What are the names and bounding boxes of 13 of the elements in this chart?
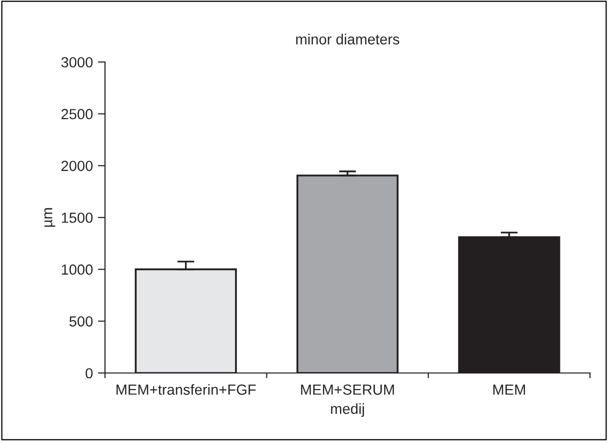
y-tick-label: 500 (69, 316, 93, 327)
x-tick-label: MEM+transferin+FGF (116, 384, 256, 395)
chart-title: minor diameters (296, 34, 400, 44)
x-tick-label: MEM+SERUM (301, 384, 394, 395)
y-tick-label: 2000 (61, 160, 93, 172)
x-axis-title: medij (331, 403, 364, 417)
y-tick-label: 1500 (62, 212, 93, 223)
x-tick-label: MEM (493, 384, 525, 395)
y-tick-label: 0 (86, 368, 93, 378)
y-tick-label: 2500 (61, 108, 93, 120)
y-tick-label: 3000 (61, 57, 93, 68)
y-axis-title: µm (44, 208, 56, 227)
y-tick-label: 1000 (62, 264, 93, 275)
